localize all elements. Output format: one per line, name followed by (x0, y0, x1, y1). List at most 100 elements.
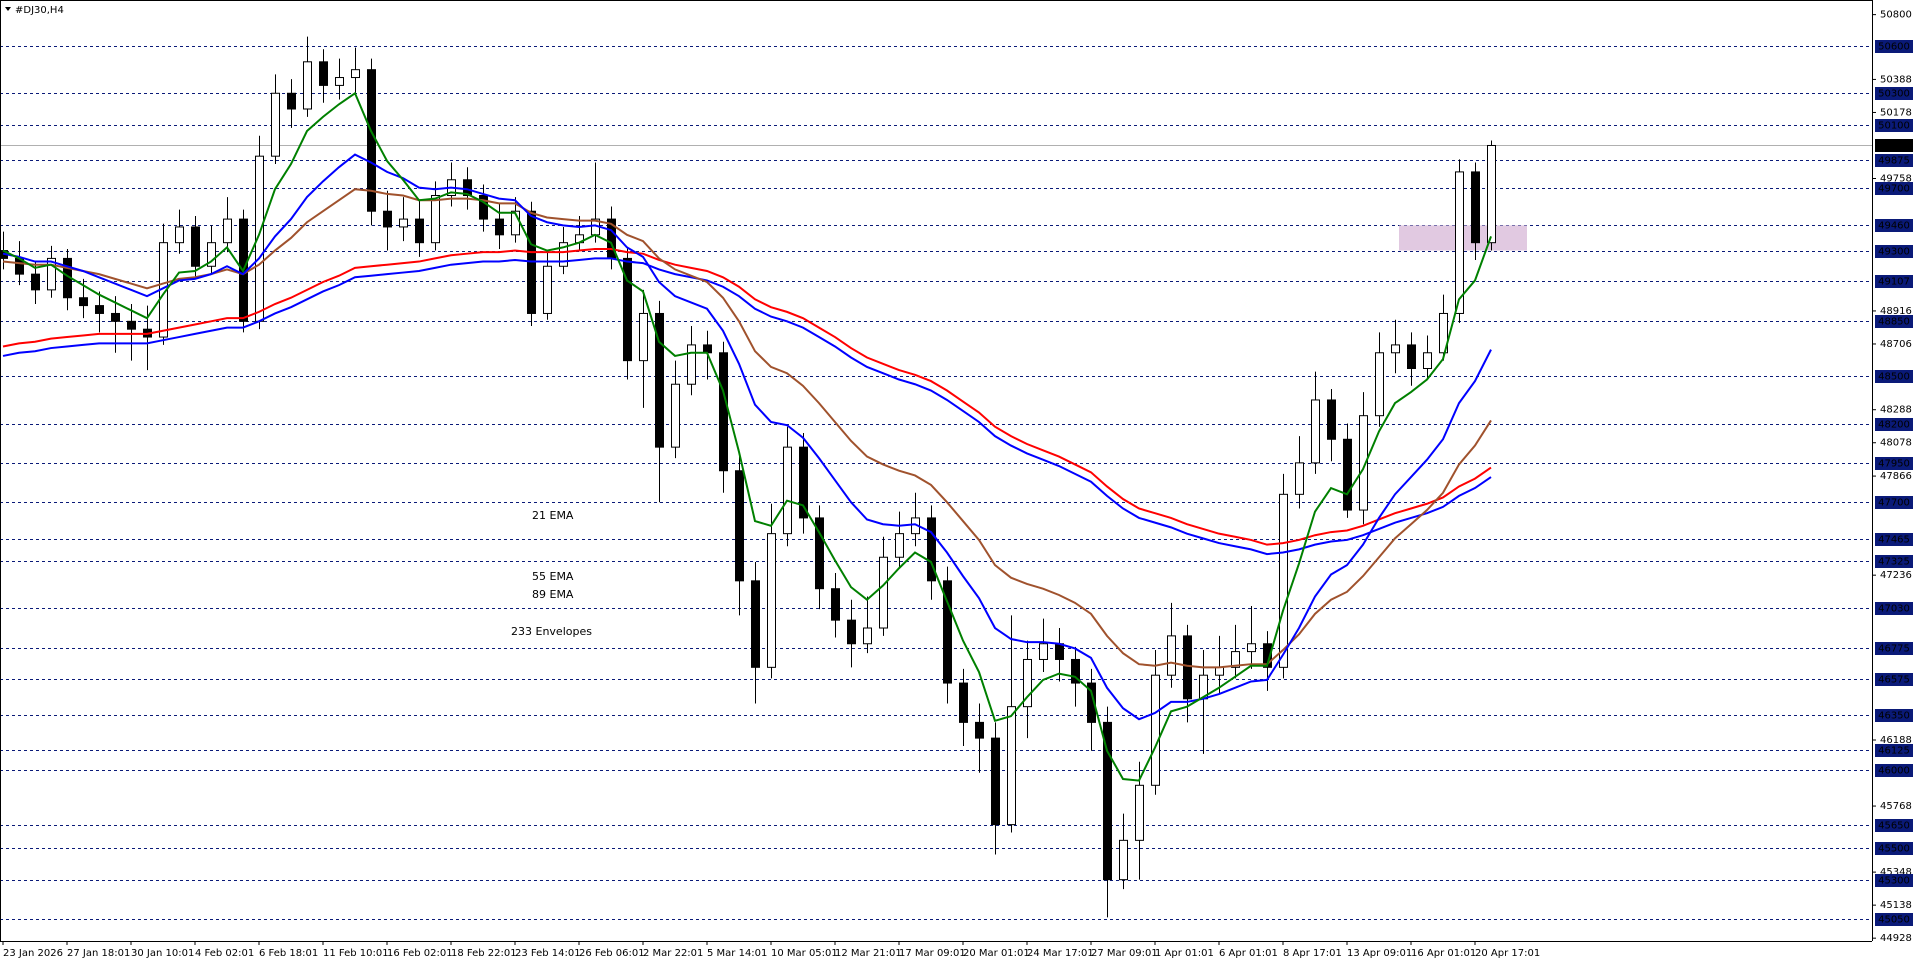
candle-body (191, 226, 200, 267)
level-label: 46775 (1878, 644, 1910, 655)
level-label-bg (1875, 744, 1913, 757)
candle-body (719, 352, 728, 472)
candle-body (1311, 399, 1320, 464)
level-label: 48200 (1878, 420, 1910, 431)
candle-body (1279, 493, 1288, 668)
candle-body (287, 92, 296, 110)
candle-body (1151, 674, 1160, 786)
candle-body (271, 92, 280, 157)
candle-body (95, 305, 104, 314)
y-tick-label: 48916 (1880, 306, 1912, 317)
candle-body (671, 383, 680, 448)
candle-body (1455, 171, 1464, 314)
level-label: 46125 (1878, 746, 1910, 757)
candle-body (175, 226, 184, 244)
ema89-label: 89 EMA (532, 588, 574, 601)
level-label-bg (1875, 87, 1913, 100)
candle-body (1103, 721, 1112, 881)
level-label: 47325 (1878, 557, 1910, 568)
x-tick-label: 12 Mar 21:01 (835, 948, 902, 959)
x-tick-label: 24 Mar 17:01 (1027, 948, 1094, 959)
candle-body (1359, 415, 1368, 511)
y-tick-label: 49758 (1880, 174, 1912, 185)
candle-body (47, 257, 56, 291)
candle-body (1183, 635, 1192, 700)
last-price-bg (1875, 139, 1913, 152)
candle-body (1119, 839, 1128, 881)
candle-body (111, 312, 120, 322)
y-tick-label: 44928 (1880, 933, 1912, 944)
level-label: 47465 (1878, 535, 1910, 546)
candle-body (1423, 352, 1432, 370)
x-tick-label: 6 Apr 01:01 (1219, 948, 1278, 959)
x-tick-label: 5 Mar 14:01 (707, 948, 767, 959)
level-label: 46000 (1878, 766, 1910, 777)
level-label-bg (1875, 154, 1913, 167)
level-label: 48500 (1878, 372, 1910, 383)
level-label-bg (1875, 533, 1913, 546)
x-tick-label: 16 Apr 01:01 (1411, 948, 1476, 959)
menu-arrow (5, 7, 11, 11)
x-tick-label: 26 Feb 06:01 (579, 948, 645, 959)
level-label-bg (1875, 602, 1913, 615)
price-axis: 50800 50388 50178 49758 48916 48706 48288 48078… (2, 10, 1913, 959)
candle-body (1487, 144, 1496, 244)
level-label: 48850 (1878, 317, 1910, 328)
x-tick-label: 17 Mar 09:01 (899, 948, 966, 959)
ema-line (2, 91, 1492, 782)
candle-body (79, 297, 88, 307)
candle-body (335, 77, 344, 86)
candle-body (319, 61, 328, 86)
candle-body (351, 69, 360, 79)
candle-body (975, 721, 984, 739)
candle-body (1391, 344, 1400, 354)
candle-body (1167, 635, 1176, 676)
level-label-bg (1875, 275, 1913, 288)
ema-line (2, 153, 1492, 721)
level-label-bg (1875, 315, 1913, 328)
level-label: 49300 (1878, 247, 1910, 258)
candle-body (1231, 651, 1240, 668)
candle-body (415, 218, 424, 244)
candle-body (1071, 658, 1080, 684)
candle-body (943, 580, 952, 684)
candle-body (431, 194, 440, 244)
plot-area (0, 36, 1527, 918)
candle-body (767, 533, 776, 668)
level-label-bg (1875, 874, 1913, 887)
last-price-label: 49968 (1878, 141, 1910, 152)
level-label-bg (1875, 418, 1913, 431)
candle-body (383, 210, 392, 228)
candle-body (879, 556, 888, 629)
level-label-bg (1875, 819, 1913, 832)
candle-body (847, 619, 856, 645)
ema-line (2, 188, 1492, 669)
candle-body (703, 344, 712, 354)
ema55-label: 55 EMA (532, 570, 574, 583)
candle-body (1439, 312, 1448, 354)
candle-body (1343, 438, 1352, 511)
candle-body (959, 682, 968, 723)
x-tick-label: 13 Apr 09:01 (1347, 948, 1412, 959)
y-tick-label: 47236 (1880, 570, 1912, 581)
y-tick-label: 50800 (1880, 10, 1912, 21)
ema21-label: 21 EMA (532, 509, 574, 522)
x-tick-label: 4 Feb 02:01 (195, 948, 254, 959)
y-tick-label: 48706 (1880, 339, 1912, 350)
level-label-bg (1875, 764, 1913, 777)
candle-body (1023, 658, 1032, 708)
level-label-bg (1875, 219, 1913, 232)
x-tick-label: 2 Mar 22:01 (643, 948, 703, 959)
candle-body (543, 265, 552, 314)
level-label-bg (1875, 40, 1913, 53)
candle-body (1327, 399, 1336, 440)
candle-body (735, 470, 744, 582)
candle-body (463, 179, 472, 196)
x-tick-label: 20 Mar 01:01 (963, 948, 1030, 959)
candle-body (1007, 706, 1016, 826)
level-label: 50300 (1878, 89, 1910, 100)
candle-body (1215, 666, 1224, 676)
y-tick-label: 45768 (1880, 801, 1912, 812)
candle-body (31, 273, 40, 291)
